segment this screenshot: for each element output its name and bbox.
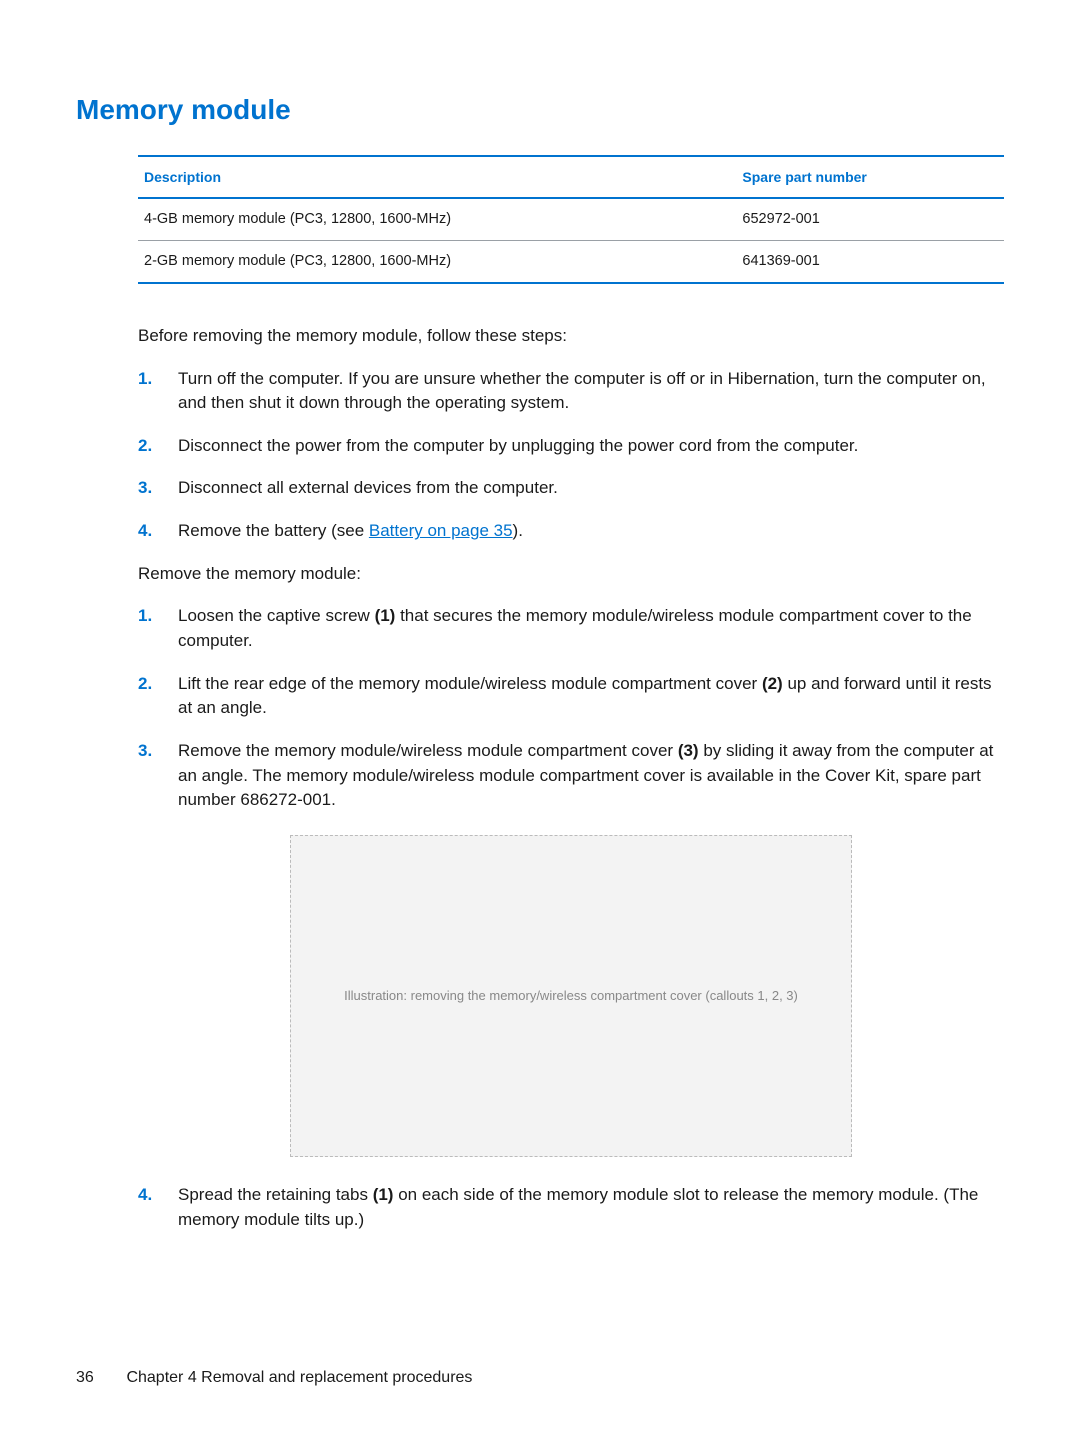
list-item: 1. Loosen the captive screw (1) that sec… — [138, 604, 1004, 653]
step-text-pre: Spread the retaining tabs — [178, 1185, 373, 1204]
document-page: Memory module Description Spare part num… — [0, 0, 1080, 1437]
table-row: 4-GB memory module (PC3, 12800, 1600-MHz… — [138, 198, 1004, 241]
callout-bold: (1) — [375, 606, 396, 625]
intro-before-removal: Before removing the memory module, follo… — [138, 324, 1004, 349]
callout-bold: (2) — [762, 674, 783, 693]
list-item: 4. Spread the retaining tabs (1) on each… — [138, 1183, 1004, 1232]
step-text-pre: Lift the rear edge of the memory module/… — [178, 674, 762, 693]
col-description: Description — [138, 156, 702, 198]
list-item: 3. Remove the memory module/wireless mod… — [138, 739, 1004, 813]
removal-steps: 1. Loosen the captive screw (1) that sec… — [138, 604, 1004, 812]
chapter-title: Chapter 4 Removal and replacement proced… — [126, 1369, 472, 1386]
body-content: Before removing the memory module, follo… — [138, 324, 1004, 1232]
list-item: 2. Disconnect the power from the compute… — [138, 434, 1004, 459]
spare-parts-table: Description Spare part number 4-GB memor… — [138, 155, 1004, 284]
battery-link[interactable]: Battery on page 35 — [369, 521, 513, 540]
step-text: Disconnect all external devices from the… — [178, 478, 558, 497]
step-number: 3. — [138, 739, 152, 764]
callout-bold: (1) — [373, 1185, 394, 1204]
step-text: Disconnect the power from the computer b… — [178, 436, 858, 455]
section-heading: Memory module — [76, 90, 1004, 131]
page-footer: 36 Chapter 4 Removal and replacement pro… — [76, 1366, 1004, 1389]
step-number: 4. — [138, 519, 152, 544]
cell-description: 2-GB memory module (PC3, 12800, 1600-MHz… — [138, 240, 702, 283]
step-number: 1. — [138, 604, 152, 629]
figure-container: Illustration: removing the memory/wirele… — [138, 835, 1004, 1157]
step-number: 1. — [138, 367, 152, 392]
removal-steps-continued: 4. Spread the retaining tabs (1) on each… — [138, 1183, 1004, 1232]
step-number: 3. — [138, 476, 152, 501]
table-row: 2-GB memory module (PC3, 12800, 1600-MHz… — [138, 240, 1004, 283]
col-spare-part-number: Spare part number — [702, 156, 1004, 198]
list-item: 1. Turn off the computer. If you are uns… — [138, 367, 1004, 416]
cell-spn: 641369-001 — [702, 240, 1004, 283]
list-item: 2. Lift the rear edge of the memory modu… — [138, 672, 1004, 721]
step-text-pre: Remove the memory module/wireless module… — [178, 741, 678, 760]
page-number: 36 — [76, 1366, 122, 1389]
step-number: 2. — [138, 434, 152, 459]
pre-removal-steps: 1. Turn off the computer. If you are uns… — [138, 367, 1004, 544]
step-text-pre: Remove the battery (see — [178, 521, 369, 540]
intro-remove-module: Remove the memory module: — [138, 562, 1004, 587]
list-item: 4. Remove the battery (see Battery on pa… — [138, 519, 1004, 544]
cell-description: 4-GB memory module (PC3, 12800, 1600-MHz… — [138, 198, 702, 241]
list-item: 3. Disconnect all external devices from … — [138, 476, 1004, 501]
step-number: 2. — [138, 672, 152, 697]
step-text: Turn off the computer. If you are unsure… — [178, 369, 986, 413]
step-text-post: ). — [513, 521, 523, 540]
callout-bold: (3) — [678, 741, 699, 760]
step-text-pre: Loosen the captive screw — [178, 606, 375, 625]
compartment-cover-illustration: Illustration: removing the memory/wirele… — [290, 835, 852, 1157]
cell-spn: 652972-001 — [702, 198, 1004, 241]
step-number: 4. — [138, 1183, 152, 1208]
